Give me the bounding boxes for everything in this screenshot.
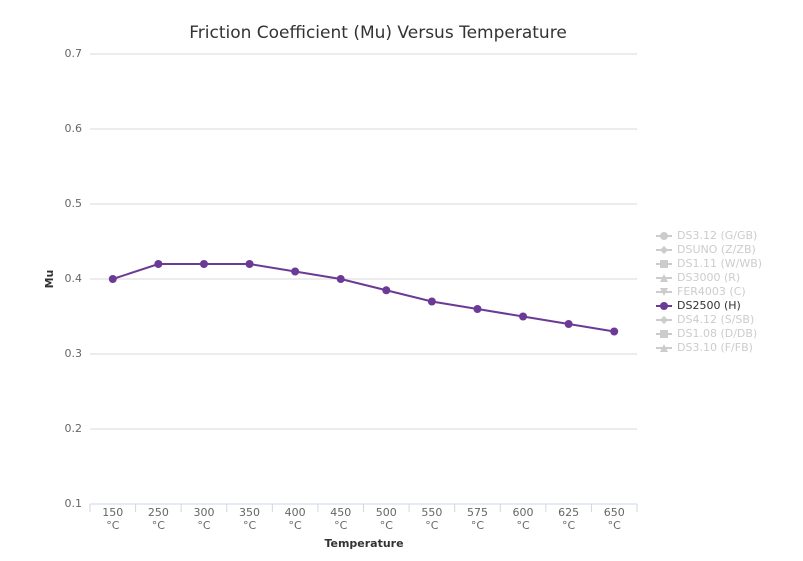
y-tick-label: 0.2 <box>65 422 83 435</box>
marker <box>660 288 668 296</box>
legend-label[interactable]: DS1.11 (W/WB) <box>677 257 762 270</box>
y-tick-label: 0.5 <box>65 197 83 210</box>
marker <box>382 286 391 295</box>
legend-label[interactable]: DS1.08 (D/DB) <box>677 327 757 340</box>
marker <box>564 320 573 328</box>
chart-title: Friction Coefficient (Mu) Versus Tempera… <box>189 23 567 43</box>
marker <box>660 302 668 310</box>
x-tick-label: 500 °C <box>376 506 397 532</box>
marker <box>610 327 619 336</box>
x-tick-label: 575 °C <box>467 506 488 532</box>
y-tick-label: 0.6 <box>65 122 83 135</box>
marker <box>245 260 254 268</box>
legend-label[interactable]: FER4003 (C) <box>677 285 746 298</box>
marker <box>291 267 300 276</box>
marker <box>108 275 117 283</box>
legend-label[interactable]: DS3000 (R) <box>677 271 740 284</box>
marker <box>154 260 163 268</box>
marker <box>660 274 668 282</box>
marker <box>427 297 436 306</box>
marker <box>660 330 668 338</box>
x-tick-label: 600 °C <box>513 506 534 532</box>
x-tick-label: 150 °C <box>102 506 123 532</box>
y-tick-label: 0.3 <box>65 347 83 360</box>
y-tick-label: 0.4 <box>65 272 83 285</box>
x-tick-label: 300 °C <box>193 506 214 532</box>
legend-label[interactable]: DSUNO (Z/ZB) <box>677 243 756 256</box>
x-tick-label: 350 °C <box>239 506 260 532</box>
marker <box>660 316 668 324</box>
x-tick-label: 550 °C <box>421 506 442 532</box>
legend-label[interactable]: DS4.12 (S/SB) <box>677 313 754 326</box>
x-tick-label: 250 °C <box>148 506 169 532</box>
y-axis-title: Mu <box>43 270 56 289</box>
legend-label[interactable]: DS2500 (H) <box>677 299 741 312</box>
marker <box>660 232 668 240</box>
x-tick-label: 650 °C <box>604 506 625 532</box>
marker <box>336 275 345 283</box>
marker <box>473 305 482 313</box>
marker <box>519 312 528 321</box>
series-line <box>112 263 615 333</box>
y-tick-label: 0.7 <box>65 47 83 60</box>
x-tick-label: 450 °C <box>330 506 351 532</box>
x-tick-label: 625 °C <box>558 506 579 532</box>
marker <box>660 344 668 352</box>
marker <box>660 260 668 268</box>
y-tick-label: 0.1 <box>65 497 83 510</box>
x-tick-label: 400 °C <box>285 506 306 532</box>
marker <box>660 246 668 254</box>
legend-label[interactable]: DS3.12 (G/GB) <box>677 229 757 242</box>
legend-label[interactable]: DS3.10 (F/FB) <box>677 341 753 354</box>
marker <box>199 260 208 268</box>
x-axis-title: Temperature <box>324 537 403 550</box>
